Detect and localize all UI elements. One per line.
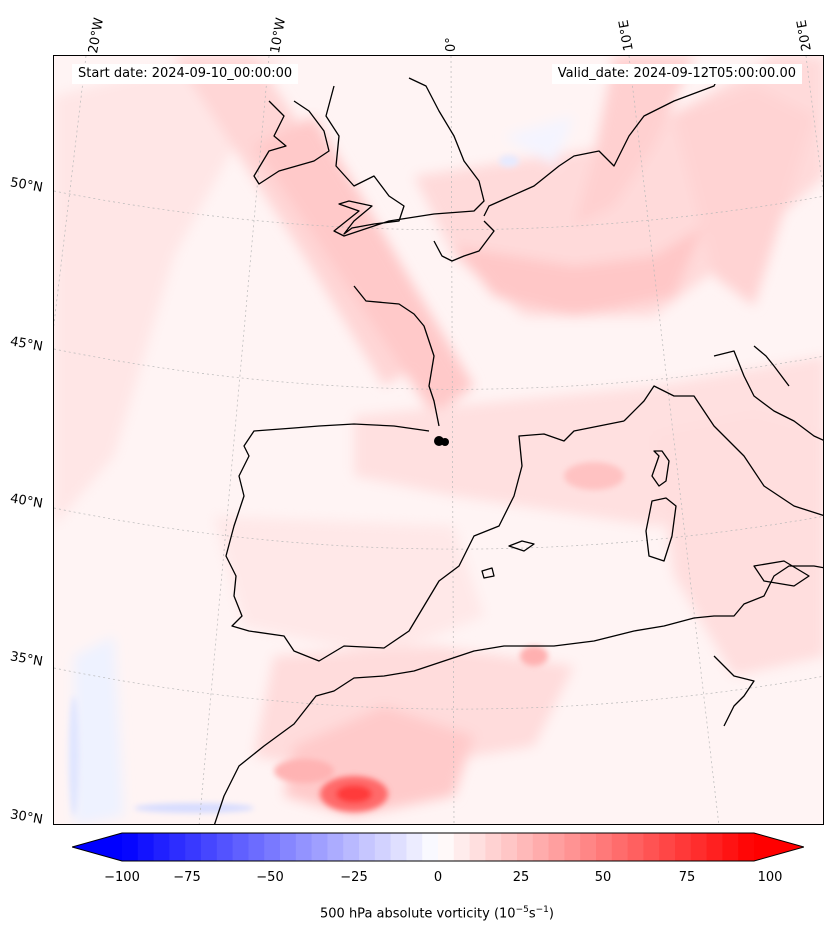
colorbar-cell bbox=[738, 833, 755, 861]
colorbar-label: 500 hPa absolute vorticity (10−5s−1) bbox=[320, 905, 554, 922]
colorbar-cell bbox=[137, 833, 155, 861]
colorbar-cell bbox=[374, 833, 392, 861]
colorbar-cell bbox=[169, 833, 186, 861]
colorbar-cell bbox=[185, 833, 202, 861]
colorbar-tick: −50 bbox=[256, 870, 284, 885]
colorbar-cell bbox=[390, 833, 407, 861]
colorbar-cell bbox=[359, 833, 376, 861]
colorbar-cell bbox=[485, 833, 502, 861]
colorbar-cell bbox=[517, 833, 534, 861]
colorbar-cell bbox=[201, 833, 218, 861]
valid-date-label: Valid_date: 2024-09-12T05:00:00.00 bbox=[551, 64, 802, 84]
colorbar-cell bbox=[232, 833, 249, 861]
map-canvas bbox=[54, 56, 823, 824]
colorbar-cell bbox=[659, 833, 676, 861]
lon-label-20e: 20°E bbox=[794, 18, 815, 53]
colorbar-cell bbox=[422, 833, 439, 861]
colorbar bbox=[72, 832, 804, 862]
colorbar-cell bbox=[627, 833, 644, 861]
colorbar-cell bbox=[295, 833, 313, 861]
station-marker bbox=[434, 436, 449, 446]
colorbar-cell bbox=[438, 833, 455, 861]
colorbar-cell bbox=[501, 833, 518, 861]
colorbar-cell bbox=[469, 833, 486, 861]
lon-label-20w: 20°W bbox=[86, 16, 108, 55]
start-date-label: Start date: 2024-09-10_00:00:00 bbox=[72, 64, 299, 84]
colorbar-cell bbox=[532, 833, 550, 861]
colorbar-cell bbox=[564, 833, 581, 861]
colorbar-cell bbox=[153, 833, 170, 861]
lat-label-45n: 45°N bbox=[8, 334, 44, 355]
colorbar-cell bbox=[580, 833, 597, 861]
colorbar-min-arrow bbox=[72, 833, 122, 861]
lon-label-10e: 10°E bbox=[616, 18, 637, 53]
colorbar-cell bbox=[327, 833, 344, 861]
colorbar-cell bbox=[406, 833, 423, 861]
colorbar-tick: −100 bbox=[104, 870, 140, 885]
colorbar-cell bbox=[706, 833, 723, 861]
vorticity-map bbox=[53, 55, 824, 825]
lon-label-0: 0° bbox=[444, 37, 459, 52]
colorbar-cell bbox=[690, 833, 708, 861]
vorticity-field bbox=[54, 56, 823, 824]
colorbar-cell bbox=[611, 833, 629, 861]
colorbar-cell bbox=[122, 833, 139, 861]
lat-label-30n: 30°N bbox=[8, 807, 44, 828]
colorbar-tick: 50 bbox=[594, 870, 612, 885]
colorbar-cell bbox=[216, 833, 234, 861]
colorbar-cell bbox=[248, 833, 265, 861]
colorbar-tick: 75 bbox=[678, 870, 696, 885]
lat-label-40n: 40°N bbox=[8, 491, 44, 512]
colorbar-max-arrow bbox=[754, 833, 804, 861]
colorbar-cell bbox=[453, 833, 471, 861]
colorbar-tick: 0 bbox=[433, 870, 443, 885]
colorbar-cell bbox=[675, 833, 692, 861]
colorbar-tick: −25 bbox=[340, 870, 368, 885]
lon-label-10w: 10°W bbox=[268, 16, 290, 55]
graticule bbox=[54, 56, 823, 824]
colorbar-tick: 25 bbox=[512, 870, 530, 885]
colorbar-cell bbox=[264, 833, 281, 861]
lat-label-35n: 35°N bbox=[8, 649, 44, 670]
colorbar-cell bbox=[280, 833, 297, 861]
colorbar-cell bbox=[643, 833, 660, 861]
colorbar-outline bbox=[72, 832, 804, 862]
colorbar-cell bbox=[722, 833, 739, 861]
colorbar-cells bbox=[122, 833, 755, 861]
colorbar-cell bbox=[343, 833, 360, 861]
colorbar-tick: 100 bbox=[757, 870, 783, 885]
colorbar-cell bbox=[596, 833, 613, 861]
colorbar-cell bbox=[311, 833, 328, 861]
vorticity-maxima bbox=[69, 155, 624, 816]
coastlines bbox=[213, 65, 823, 824]
colorbar-tick: −75 bbox=[173, 870, 201, 885]
colorbar-cell bbox=[548, 833, 565, 861]
lat-label-50n: 50°N bbox=[8, 175, 44, 196]
